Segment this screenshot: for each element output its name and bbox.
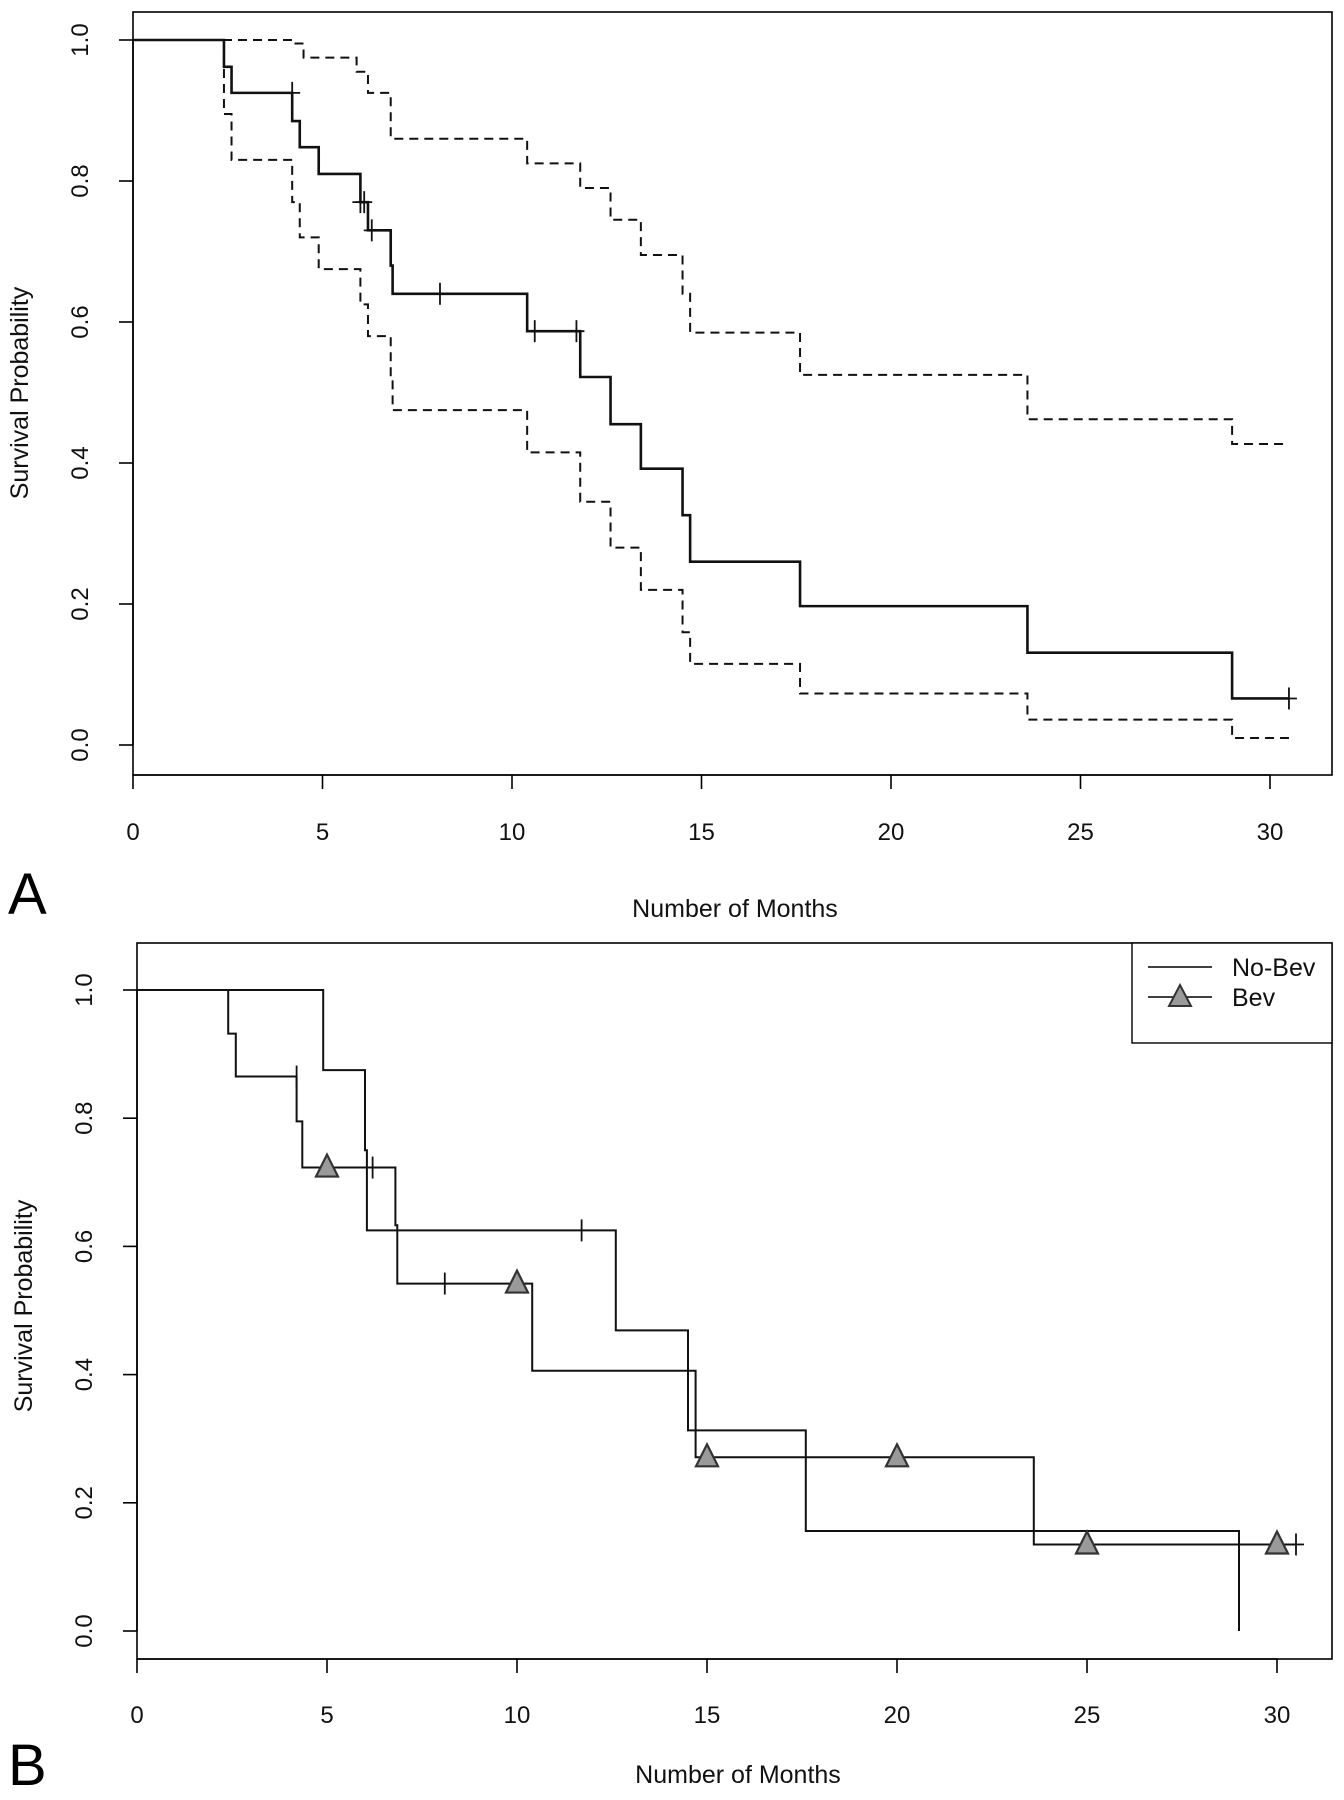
x-tick-label-a: 10 <box>499 819 526 846</box>
x-tick-label-b: 30 <box>1264 1702 1291 1729</box>
x-tick-label-a: 25 <box>1067 819 1094 846</box>
panel-label-a: A <box>8 862 47 927</box>
axes-b: 0 5 10 15 20 25 30 0.0 0.2 0.4 0.6 0.8 1.0 <box>71 973 1290 1729</box>
panel-a: 0 5 10 15 20 25 30 0.0 0.2 0.4 0.6 0.8 1.0 Number of… <box>6 11 1333 927</box>
bev-triangle-marker <box>1074 1529 1100 1555</box>
y-axis-label-b: Survival Probability <box>10 1199 38 1412</box>
bev-triangle-marker <box>504 1268 530 1294</box>
plot-frame-a <box>132 11 1333 776</box>
legend-label-no-bev: No-Bev <box>1232 954 1316 982</box>
panel-label-b: B <box>8 1733 47 1798</box>
series-group-b <box>137 989 1304 1631</box>
bev-triangle-marker <box>694 1441 720 1468</box>
x-tick-label-b: 10 <box>504 1702 531 1729</box>
x-tick-label-b: 5 <box>320 1702 333 1729</box>
km-curve-a-0 <box>133 38 1289 700</box>
legend-label-bev: Bev <box>1232 984 1276 1012</box>
x-tick-label-b: 0 <box>130 1702 143 1729</box>
y-tick-label-a: 0.0 <box>67 728 94 761</box>
x-tick-label-a: 15 <box>688 819 715 846</box>
x-tick-label-a: 5 <box>316 819 329 846</box>
bev-triangle-marker <box>884 1441 910 1468</box>
y-axis-label-a: Survival Probability <box>6 286 34 499</box>
km-curve-no-bev <box>137 989 1240 1631</box>
x-axis-label-a: Number of Months <box>632 895 838 923</box>
y-tick-label-b: 0.6 <box>71 1230 98 1263</box>
x-tick-label-a: 30 <box>1257 819 1284 846</box>
x-tick-label-a: 0 <box>126 819 139 846</box>
y-tick-label-a: 0.8 <box>67 164 94 197</box>
y-tick-label-b: 0.4 <box>71 1358 98 1391</box>
y-tick-label-a: 0.2 <box>67 587 94 620</box>
x-tick-label-b: 20 <box>884 1702 911 1729</box>
series-group-a <box>133 38 1297 739</box>
panel-b: 0 5 10 15 20 25 30 0.0 0.2 0.4 0.6 0.8 1.0 Number of… <box>8 942 1333 1798</box>
plot-frame-b <box>136 942 1333 1660</box>
x-tick-label-b: 15 <box>694 1702 721 1729</box>
confidence-bound-a-1 <box>133 39 1289 445</box>
y-tick-label-b: 1.0 <box>71 973 98 1006</box>
x-axis-label-b: Number of Months <box>635 1761 841 1789</box>
bev-triangle-marker <box>1264 1529 1290 1555</box>
legend: No-Bev Bev <box>1131 942 1333 1044</box>
bev-triangle-marker <box>314 1152 340 1178</box>
legend-box <box>1131 942 1333 1044</box>
km-curve-bev <box>137 989 1296 1546</box>
y-tick-label-a: 0.6 <box>67 305 94 338</box>
x-tick-label-a: 20 <box>878 819 905 846</box>
y-tick-label-a: 0.4 <box>67 446 94 479</box>
axes-a: 0 5 10 15 20 25 30 0.0 0.2 0.4 0.6 0.8 1.0 <box>67 23 1283 846</box>
legend-triangle-icon <box>1167 982 1193 1007</box>
x-tick-label-b: 25 <box>1074 1702 1101 1729</box>
y-tick-label-b: 0.0 <box>71 1614 98 1647</box>
y-tick-label-a: 1.0 <box>67 23 94 56</box>
confidence-bound-a-2 <box>133 39 1289 739</box>
y-tick-label-b: 0.2 <box>71 1486 98 1519</box>
y-tick-label-b: 0.8 <box>71 1102 98 1135</box>
